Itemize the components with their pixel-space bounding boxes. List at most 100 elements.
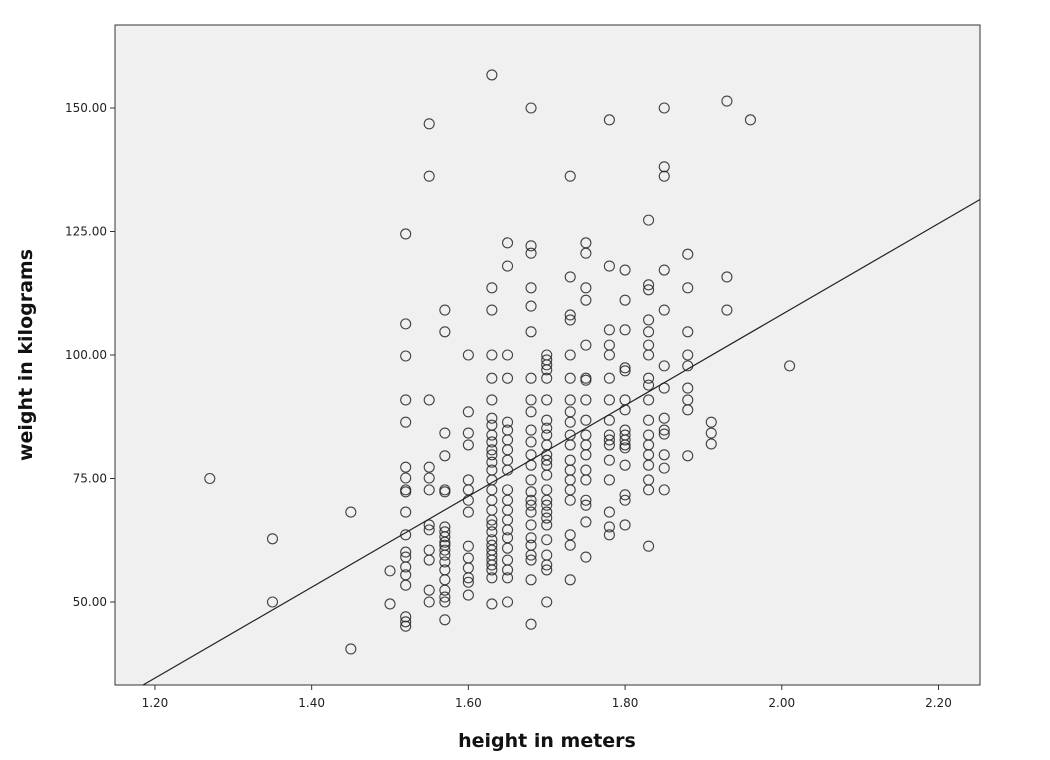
data-point — [462, 349, 474, 361]
data-point — [541, 494, 553, 506]
data-point — [603, 372, 615, 384]
data-point — [619, 324, 631, 336]
data-point — [400, 228, 412, 240]
data-point — [439, 450, 451, 462]
data-point — [266, 533, 279, 545]
data-point — [619, 439, 631, 451]
data-point — [619, 365, 631, 377]
data-point — [541, 454, 553, 466]
data-point — [400, 416, 412, 428]
data-point — [525, 326, 537, 338]
data-point — [658, 102, 670, 114]
data-point — [541, 519, 553, 531]
data-point — [400, 318, 412, 330]
data-point — [400, 461, 412, 473]
data-point — [682, 404, 694, 416]
data-point — [400, 472, 412, 484]
data-point — [744, 114, 756, 126]
data-point — [525, 618, 537, 630]
data-point — [564, 349, 576, 361]
data-point — [580, 449, 592, 461]
data-point — [619, 459, 631, 471]
x-tick-label: 2.00 — [768, 696, 795, 710]
data-point — [423, 484, 435, 496]
data-point — [541, 559, 553, 571]
data-point — [400, 620, 412, 632]
data-point — [384, 598, 396, 610]
data-point — [619, 294, 631, 306]
data-point — [462, 540, 474, 552]
data-point — [423, 519, 435, 531]
data-point — [423, 554, 435, 566]
data-point — [486, 456, 498, 468]
data-point — [525, 574, 537, 586]
data-point — [486, 349, 498, 361]
data-point — [564, 372, 576, 384]
data-point — [564, 439, 576, 451]
data-point — [580, 374, 592, 386]
data-point — [603, 454, 615, 466]
data-point — [541, 534, 553, 546]
data-point — [439, 614, 451, 626]
data-point — [603, 529, 615, 541]
data-point — [603, 394, 615, 406]
data-point — [525, 486, 537, 498]
data-point — [541, 414, 553, 426]
data-point — [541, 499, 553, 511]
data-point — [619, 489, 631, 501]
data-point — [400, 394, 412, 406]
data-point — [423, 584, 435, 596]
data-point — [266, 596, 279, 608]
data-point — [345, 506, 357, 518]
data-point — [580, 516, 592, 528]
data-point — [501, 572, 514, 584]
data-point — [439, 427, 451, 439]
data-point — [345, 643, 357, 655]
data-point — [439, 596, 451, 608]
data-point — [525, 247, 537, 259]
data-point — [501, 524, 514, 536]
y-tick-label: 50.00 — [73, 595, 107, 609]
data-point — [439, 326, 451, 338]
data-point — [501, 237, 514, 249]
data-point — [525, 554, 537, 566]
data-point — [439, 304, 451, 316]
data-point — [501, 416, 514, 428]
data-point — [564, 416, 576, 428]
data-point — [658, 161, 670, 173]
data-point — [658, 360, 670, 372]
data-point — [564, 314, 576, 326]
data-point — [423, 472, 435, 484]
data-point — [603, 506, 615, 518]
data-point — [658, 462, 670, 474]
data-point — [682, 282, 694, 294]
data-point — [541, 422, 553, 434]
data-point — [400, 611, 412, 623]
data-point — [541, 506, 553, 518]
data-point — [525, 372, 537, 384]
y-tick-label: 75.00 — [73, 472, 107, 486]
data-point — [619, 362, 631, 374]
data-point — [462, 572, 474, 584]
y-tick-label: 100.00 — [65, 348, 107, 362]
data-point — [705, 438, 717, 450]
data-point — [603, 349, 615, 361]
data-point — [486, 444, 498, 456]
y-axis-label: weight in kilograms — [15, 249, 37, 461]
data-point — [541, 564, 553, 576]
data-point — [501, 564, 514, 576]
data-point — [525, 282, 537, 294]
data-point — [643, 214, 655, 226]
data-point — [486, 372, 498, 384]
data-point — [486, 598, 498, 610]
data-point — [580, 282, 592, 294]
data-point — [400, 486, 412, 498]
data-point — [423, 118, 435, 130]
data-point — [525, 102, 537, 114]
data-point — [564, 539, 576, 551]
data-point — [486, 526, 498, 538]
data-point — [501, 372, 514, 384]
data-point — [423, 170, 435, 182]
data-point — [400, 561, 412, 573]
data-point — [564, 574, 576, 586]
